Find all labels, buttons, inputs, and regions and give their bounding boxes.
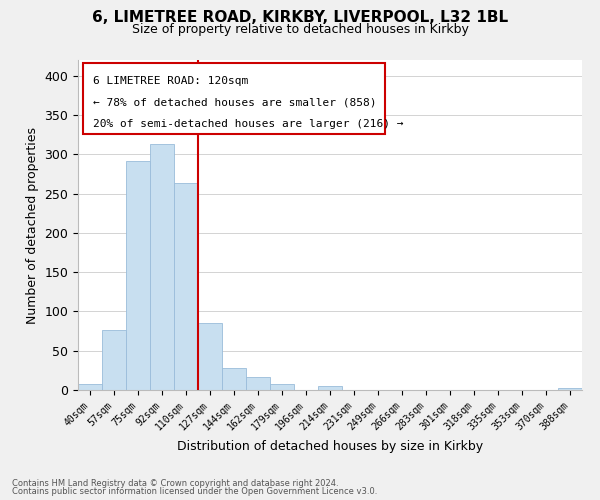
Text: ← 78% of detached houses are smaller (858): ← 78% of detached houses are smaller (85… (93, 98, 377, 108)
Bar (246, 378, 270, 390)
Text: 6 LIMETREE ROAD: 120sqm: 6 LIMETREE ROAD: 120sqm (93, 76, 248, 86)
Bar (222, 368, 246, 390)
FancyBboxPatch shape (83, 64, 385, 134)
Bar (174, 184, 198, 390)
X-axis label: Distribution of detached houses by size in Kirkby: Distribution of detached houses by size … (177, 440, 483, 453)
Bar (150, 144, 174, 390)
Bar (102, 330, 126, 390)
Bar (126, 162, 150, 390)
Text: 20% of semi-detached houses are larger (216) →: 20% of semi-detached houses are larger (… (93, 120, 404, 130)
Bar (558, 388, 582, 390)
Text: Size of property relative to detached houses in Kirkby: Size of property relative to detached ho… (131, 22, 469, 36)
Bar (270, 384, 294, 390)
Bar (198, 323, 222, 390)
Bar (318, 386, 342, 390)
Bar (78, 384, 102, 390)
Text: Contains public sector information licensed under the Open Government Licence v3: Contains public sector information licen… (12, 487, 377, 496)
Y-axis label: Number of detached properties: Number of detached properties (26, 126, 39, 324)
Text: Contains HM Land Registry data © Crown copyright and database right 2024.: Contains HM Land Registry data © Crown c… (12, 478, 338, 488)
Text: 6, LIMETREE ROAD, KIRKBY, LIVERPOOL, L32 1BL: 6, LIMETREE ROAD, KIRKBY, LIVERPOOL, L32… (92, 10, 508, 25)
